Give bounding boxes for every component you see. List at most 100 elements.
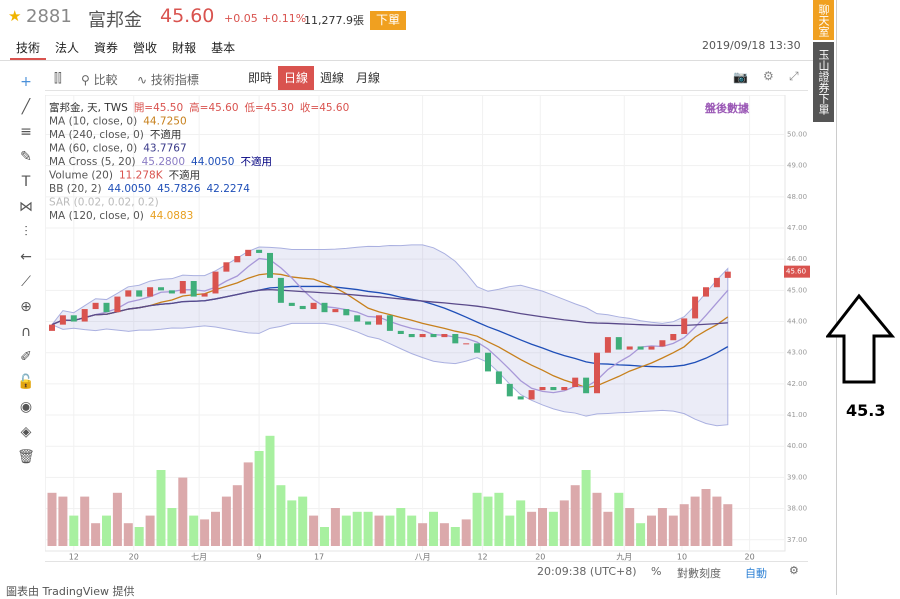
tool[interactable]: ⊕ xyxy=(20,299,32,315)
tab[interactable]: 法人 xyxy=(55,41,80,55)
percent[interactable]: % xyxy=(651,565,662,578)
legend-item: 45.7826 xyxy=(157,183,201,195)
ma-60 xyxy=(51,288,728,327)
legend-item: MA (120, close, 0) xyxy=(49,210,144,222)
tool[interactable]: 🔓 xyxy=(17,374,35,390)
y-tick-label: 48.00 xyxy=(787,193,807,201)
chat-button[interactable]: 聊天室 xyxy=(813,0,834,40)
volume-bar xyxy=(200,519,210,546)
candle xyxy=(103,302,110,313)
order-button[interactable]: 下單 xyxy=(370,11,406,30)
volume-bar xyxy=(265,435,275,546)
candle xyxy=(637,346,644,350)
icon-fullscreen[interactable]: ⤢ xyxy=(789,69,799,83)
icon-camera[interactable]: 📷 xyxy=(733,70,748,84)
tool[interactable]: ◈ xyxy=(20,424,32,440)
candle xyxy=(299,305,306,310)
y-tick-label: 43.00 xyxy=(787,349,807,357)
volume-bar xyxy=(298,496,308,546)
candle xyxy=(223,262,230,272)
candle xyxy=(212,271,219,294)
tool[interactable]: + xyxy=(20,74,32,90)
candle xyxy=(168,290,175,294)
volume-bar xyxy=(145,515,155,546)
y-tick-label: 37.00 xyxy=(787,536,807,544)
side-divider xyxy=(836,0,837,595)
icon-settings[interactable]: ⚙ xyxy=(763,69,774,83)
broker-button[interactable]: 玉山證券下單 xyxy=(813,42,834,122)
candle xyxy=(474,343,481,353)
tool[interactable]: ✐ xyxy=(20,349,32,365)
compare[interactable]: ⚲ 比較 xyxy=(81,73,118,87)
tool[interactable]: ∩ xyxy=(20,324,32,340)
volume-bar xyxy=(679,504,689,546)
y-tick-label: 47.00 xyxy=(787,224,807,232)
volume-bar xyxy=(243,462,253,546)
tool[interactable]: ≡ xyxy=(20,124,32,140)
tab[interactable]: 營收 xyxy=(133,41,158,55)
tool[interactable]: ⫶ xyxy=(24,224,28,240)
candle xyxy=(594,352,600,394)
tool[interactable]: ◉ xyxy=(19,399,33,415)
candle xyxy=(321,302,328,313)
candle xyxy=(626,346,633,350)
candle xyxy=(692,296,699,319)
legend-item: 44.7250 xyxy=(143,116,186,128)
tool[interactable]: 🗑 xyxy=(17,449,35,465)
tool[interactable]: ⋈ xyxy=(19,199,33,215)
tab[interactable]: 基本 xyxy=(211,41,236,55)
legend-item: MA (60, close, 0) xyxy=(49,143,137,155)
datetime: 2019/09/18 13:30 xyxy=(702,39,801,52)
volume-bar xyxy=(516,500,526,546)
tool[interactable]: T xyxy=(21,174,31,190)
tab[interactable]: 技術 xyxy=(16,41,41,55)
legend-item: 富邦金, 天, TWS xyxy=(49,101,128,114)
legend-row: MA (240, close, 0) 不適用 xyxy=(49,128,181,141)
after-hours: 盤後數據 xyxy=(704,101,750,115)
candle xyxy=(59,315,66,325)
tab[interactable]: 資券 xyxy=(94,41,119,55)
x-tick-label: 17 xyxy=(314,553,324,562)
indicators[interactable]: ∿ 技術指標 xyxy=(137,73,199,87)
auto[interactable]: 自動 xyxy=(745,567,767,580)
log-scale[interactable]: 對數刻度 xyxy=(677,567,721,580)
volume-bar xyxy=(112,492,122,546)
y-tick-label: 42.00 xyxy=(787,380,807,388)
interval[interactable]: 日線 xyxy=(278,66,315,90)
tool[interactable]: ✎ xyxy=(20,149,32,165)
legend-item: MA (10, close, 0) xyxy=(49,116,137,128)
tool[interactable]: ← xyxy=(20,249,32,265)
legend-row: Volume (20) 11.278K 不適用 xyxy=(49,169,200,182)
legend-item: Volume (20) xyxy=(49,170,113,182)
volume-bar xyxy=(211,511,220,546)
star[interactable]: ★ xyxy=(8,7,22,25)
last-price-box xyxy=(784,265,810,278)
legend-item: MA Cross (5, 20) xyxy=(49,156,136,168)
candle xyxy=(365,321,372,325)
tab[interactable]: 財報 xyxy=(172,41,197,55)
candle xyxy=(659,340,666,347)
legend-item: BB (20, 2) xyxy=(49,183,102,195)
legend-item: 42.2274 xyxy=(207,183,251,195)
volume-bar xyxy=(396,508,406,546)
candle xyxy=(386,315,393,331)
interval[interactable]: 即時 xyxy=(248,71,273,85)
volume-bar xyxy=(494,492,504,546)
tool[interactable]: ╱ xyxy=(21,99,31,115)
candle xyxy=(724,271,731,278)
legend-item: 開=45.50 xyxy=(134,102,183,114)
tool[interactable]: ⟋ xyxy=(21,274,31,290)
x-tick-label: 20 xyxy=(535,553,545,562)
legend-item: 45.2800 xyxy=(142,156,185,168)
volume-bar xyxy=(614,492,624,546)
interval[interactable]: 月線 xyxy=(356,71,381,85)
volume-bar xyxy=(657,508,667,546)
icon-bars[interactable]: ⫿⫿ xyxy=(54,71,62,85)
candle xyxy=(615,337,622,350)
candle xyxy=(256,249,263,253)
footer-settings[interactable]: ⚙ xyxy=(789,564,799,577)
interval[interactable]: 週線 xyxy=(320,71,345,85)
candle xyxy=(463,343,470,345)
legend-row: SAR (0.02, 0.02, 0.2) xyxy=(49,197,159,209)
